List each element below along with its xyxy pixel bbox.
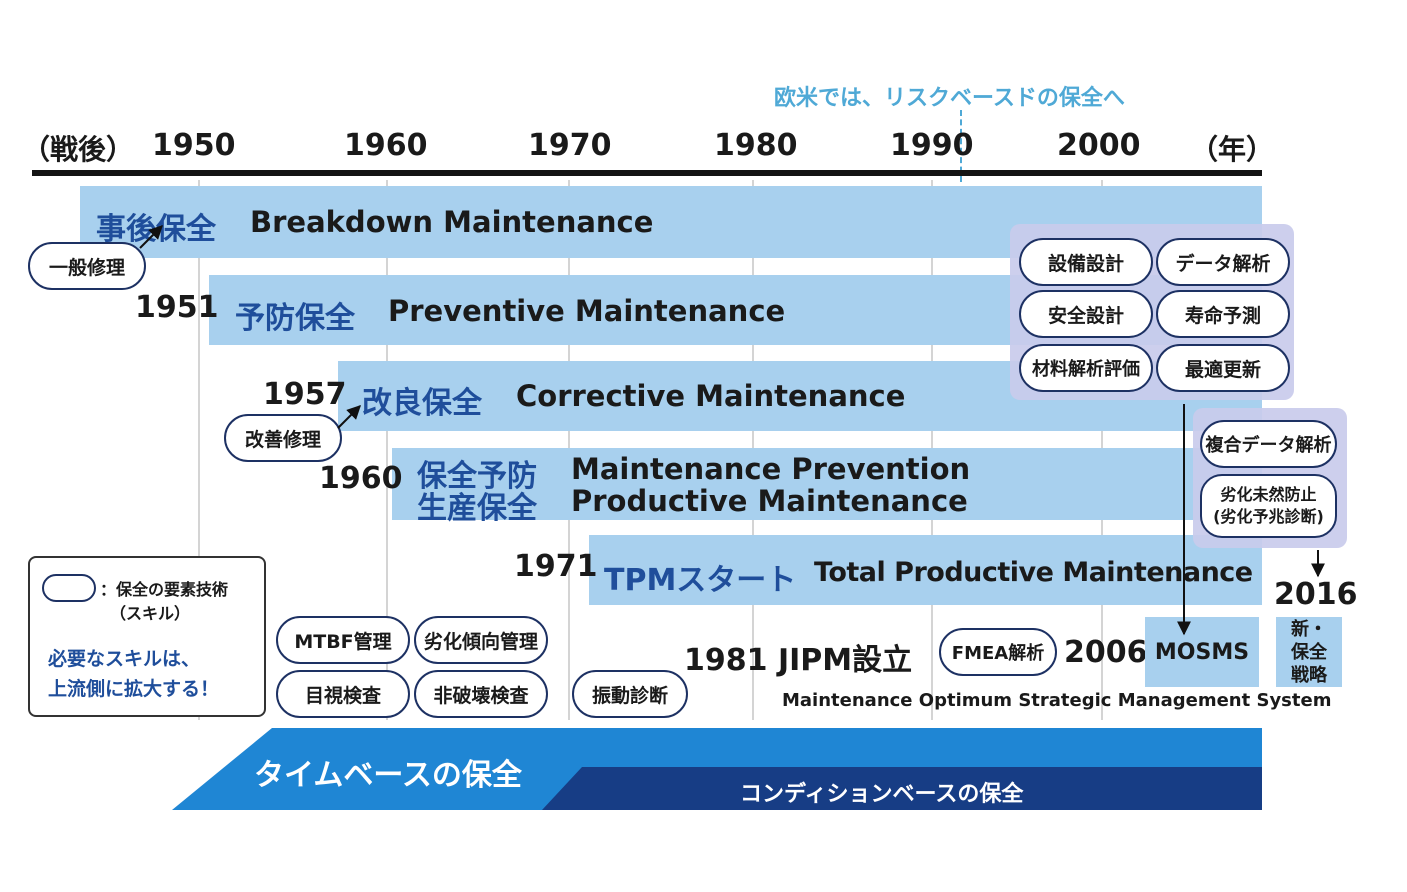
legend-symbol-sub: （スキル） — [110, 604, 191, 623]
skill-optimal-renewal: 最適更新 — [1156, 344, 1290, 392]
skill-vibration: 振動診断 — [572, 670, 688, 718]
new-strategy-box: 新・ 保全 戦略 — [1276, 617, 1342, 687]
skill-composite-data: 複合データ解析 — [1200, 420, 1337, 468]
skill-ndt: 非破壊検査 — [414, 670, 548, 718]
milestone-2016: 2016 — [1274, 577, 1358, 612]
year-1950: 1950 — [152, 128, 236, 163]
year-1960: 1960 — [344, 128, 428, 163]
risk-based-note: 欧米では、リスクベースドの保全へ — [774, 86, 1125, 111]
era-prevention-jp: 保全予防 — [417, 459, 537, 494]
mosms-label: MOSMS — [1154, 639, 1250, 665]
era-corrective-year: 1957 — [263, 377, 347, 412]
year-1980: 1980 — [714, 128, 798, 163]
era-tpm-en: Total Productive Maintenance — [814, 557, 1253, 588]
skill-equipment-design: 設備設計 — [1019, 238, 1153, 286]
milestone-2006: 2006 — [1064, 635, 1148, 670]
era-tpm-jp: TPMスタート — [604, 563, 797, 598]
skill-life-prediction: 寿命予測 — [1156, 290, 1290, 338]
grid-line-1960 — [386, 180, 388, 720]
skill-general-repair: 一般修理 — [28, 242, 146, 290]
era-productive-jp: 生産保全 — [417, 491, 537, 526]
timeline-axis — [32, 170, 1262, 176]
skill-prevent-line1: 劣化未然防止 — [1220, 485, 1317, 504]
mosms-full-name: Maintenance Optimum Strategic Management… — [782, 690, 1332, 711]
milestone-jipm: 1981 JIPM設立 — [684, 643, 913, 678]
year-unit-label: （年） — [1190, 133, 1275, 166]
condition-based-label: コンディションベースの保全 — [740, 782, 1024, 807]
risk-dashed-line — [960, 110, 962, 182]
skill-prevent-line2: (劣化予兆診断) — [1213, 507, 1324, 526]
postwar-label: （戦後） — [22, 133, 135, 166]
skill-safety-design: 安全設計 — [1019, 290, 1153, 338]
time-based-label: タイムベースの保全 — [254, 758, 522, 793]
era-prevention-year: 1960 — [319, 461, 403, 496]
era-tpm-year: 1971 — [514, 549, 598, 584]
band-prevention-productive — [392, 448, 1262, 520]
legend-box: ：保全の要素技術 （スキル） 必要なスキルは、 上流側に拡大する！ — [28, 556, 266, 717]
era-preventive-year: 1951 — [135, 290, 219, 325]
legend-note-line2: 上流側に拡大する！ — [48, 678, 220, 700]
skill-fmea: FMEA解析 — [939, 628, 1057, 676]
era-breakdown-en: Breakdown Maintenance — [250, 205, 654, 239]
skill-improvement-repair: 改善修理 — [224, 414, 342, 462]
legend-symbol-label: ：保全の要素技術 — [100, 580, 229, 599]
legend-pill-symbol — [42, 574, 96, 602]
era-corrective-jp: 改良保全 — [362, 386, 482, 421]
skill-data-analysis: データ解析 — [1156, 238, 1290, 286]
year-1990: 1990 — [890, 128, 974, 163]
year-1970: 1970 — [528, 128, 612, 163]
band-tpm — [589, 535, 1262, 605]
skill-material-analysis: 材料解析評価 — [1019, 344, 1153, 392]
era-preventive-en: Preventive Maintenance — [388, 294, 786, 328]
era-prevention-en: Maintenance Prevention — [571, 452, 971, 486]
year-2000: 2000 — [1057, 128, 1141, 163]
era-corrective-en: Corrective Maintenance — [516, 379, 906, 413]
era-productive-en: Productive Maintenance — [571, 484, 968, 518]
grid-line-1950 — [198, 180, 200, 720]
skill-prevent-deterioration: 劣化未然防止 (劣化予兆診断) — [1200, 474, 1337, 538]
mosms-box: MOSMS — [1145, 617, 1259, 687]
skill-mtbf: MTBF管理 — [276, 616, 410, 664]
legend-note-line1: 必要なスキルは、 — [48, 648, 201, 670]
skill-deterioration-trend: 劣化傾向管理 — [414, 616, 548, 664]
era-preventive-jp: 予防保全 — [235, 301, 355, 336]
skill-visual-inspection: 目視検査 — [276, 670, 410, 718]
